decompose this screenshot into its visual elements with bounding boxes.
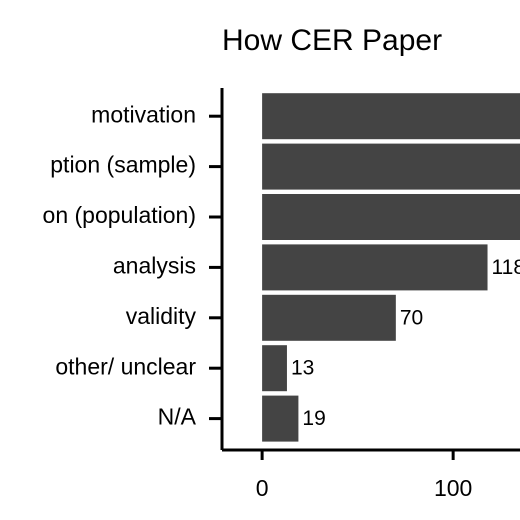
bar [262, 395, 299, 442]
y-tick-label: ption (sample) [50, 152, 196, 178]
bar [262, 244, 488, 291]
bar [262, 93, 520, 140]
chart-title: How CER Paper [222, 24, 442, 57]
y-tick-label: analysis [113, 252, 196, 278]
value-label: 70 [400, 306, 423, 329]
bar [262, 143, 520, 190]
value-label: 19 [302, 407, 325, 430]
value-label: 118 [492, 256, 520, 279]
bar [262, 194, 520, 240]
bar [262, 345, 287, 392]
x-tick-label: 100 [434, 475, 472, 501]
y-tick-label: on (population) [43, 202, 196, 228]
y-tick-label: validity [126, 303, 197, 329]
y-tick-label: motivation [91, 101, 196, 127]
bar [262, 294, 396, 341]
x-tick-label: 0 [256, 475, 269, 501]
y-tick-label: other/ unclear [55, 353, 196, 379]
value-label: 13 [291, 357, 314, 380]
y-tick-label: N/A [158, 404, 197, 430]
